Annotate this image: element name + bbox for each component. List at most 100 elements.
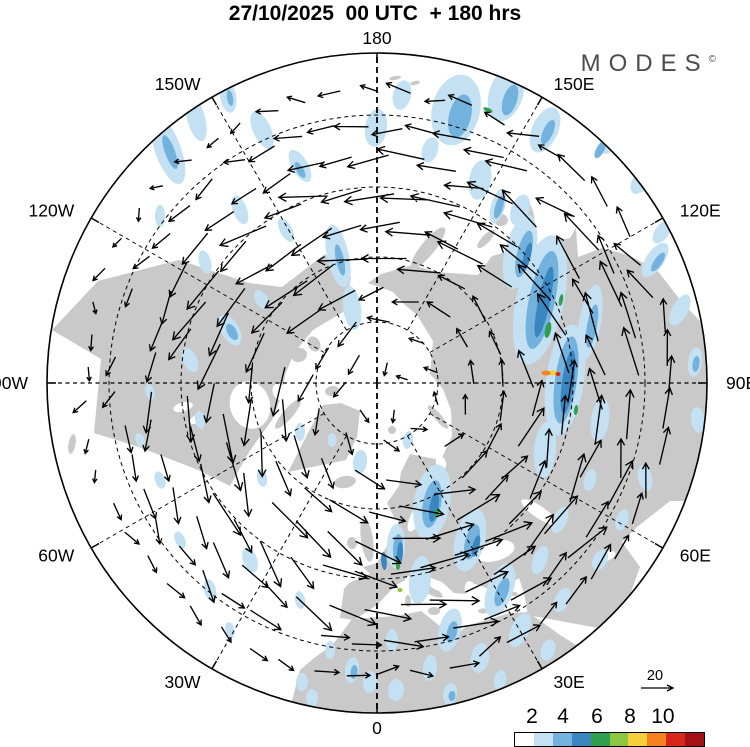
rim-tick — [211, 660, 218, 670]
shade-patch — [277, 218, 295, 242]
shade-patch — [544, 322, 552, 338]
shade-patch — [295, 423, 305, 441]
shade-patch — [669, 294, 691, 326]
legend-tick-label: 4 — [557, 705, 569, 728]
rim-tick — [654, 217, 664, 224]
color-scale-legend — [514, 732, 705, 747]
shade-patch — [408, 556, 432, 604]
shade-patch — [342, 286, 362, 330]
island-shape — [291, 347, 307, 363]
rim-tick — [536, 660, 543, 670]
reference-arrow-glyph — [641, 684, 675, 692]
lake-shape — [464, 581, 478, 601]
legend-tick-labels: 2 4 6 8 10 — [514, 705, 703, 729]
wind-arrows — [72, 81, 676, 679]
shade-patch — [471, 535, 481, 557]
rim-tick — [654, 542, 664, 549]
meridian-label: 90W — [0, 373, 28, 393]
shade-patch — [421, 137, 439, 163]
shade-patch — [590, 398, 610, 442]
shade-patch — [296, 673, 308, 691]
shade-patch — [145, 384, 155, 400]
shade-patch — [690, 407, 706, 433]
shade-patch — [493, 195, 505, 219]
shade-patch — [555, 371, 561, 377]
shade-patch — [402, 431, 414, 449]
shade-patch — [551, 506, 569, 534]
shade-patch — [501, 84, 519, 116]
shade-patch — [531, 545, 549, 575]
legend-tick-label: 2 — [526, 705, 538, 728]
legend-color-segment — [533, 733, 553, 746]
legend-tick-label: 6 — [591, 705, 603, 728]
shade-patch — [448, 94, 472, 138]
island-shape — [307, 336, 321, 352]
meridian-label: 180 — [362, 28, 391, 48]
rim-tick — [536, 96, 543, 106]
latitude-circle — [108, 114, 646, 652]
shade-patch — [573, 405, 579, 415]
meridian-label: 150E — [554, 74, 595, 94]
shade-patch — [306, 689, 318, 707]
shade-patch — [362, 671, 378, 693]
island-shape — [388, 426, 396, 434]
rim-tick — [211, 96, 218, 106]
shade-patch — [540, 639, 556, 661]
shade-patch — [198, 250, 212, 274]
shade-patch — [594, 141, 606, 159]
shade-patch — [387, 679, 405, 701]
meridian-label: 120E — [680, 201, 721, 221]
meridian-label: 60W — [38, 546, 74, 566]
legend-color-segment — [666, 733, 686, 746]
shade-patch — [553, 587, 571, 613]
shade-patch — [637, 465, 653, 491]
shade-patch — [533, 422, 557, 478]
shade-patch — [194, 411, 206, 429]
shade-patch — [352, 450, 368, 474]
legend-color-segment — [515, 733, 534, 746]
lake-shape — [521, 499, 557, 525]
shade-patch — [294, 162, 306, 178]
island-shape — [325, 385, 339, 397]
shade-patch — [254, 290, 270, 310]
shade-patch — [162, 134, 178, 170]
island-shape — [477, 229, 495, 249]
meridian-label: 90E — [726, 373, 750, 393]
island-shape — [274, 399, 302, 429]
modes-logo: MODES© — [581, 50, 716, 78]
shade-patch — [397, 588, 403, 592]
shade-patch — [364, 109, 388, 147]
meridian-label: 30W — [165, 672, 201, 692]
legend-color-segment — [552, 733, 572, 746]
shade-patch — [494, 577, 510, 607]
legend-color-segment — [571, 733, 591, 746]
shade-patch — [135, 433, 145, 447]
rim-tick — [90, 217, 100, 224]
plot-title: 27/10/2025 00 UTC + 180 hrs — [228, 2, 522, 25]
shade-patch — [250, 111, 274, 149]
shade-patch — [493, 670, 507, 690]
island-shape — [360, 518, 374, 562]
shade-patch — [327, 433, 337, 447]
lake-shape — [272, 383, 288, 401]
legend-color-segment — [647, 733, 667, 746]
island-shape — [68, 434, 76, 454]
shade-patch — [385, 629, 399, 651]
meridian-label: 120W — [29, 201, 75, 221]
reference-arrow: 20 — [641, 668, 675, 692]
island-shape — [427, 405, 449, 429]
rim-tick — [90, 542, 100, 549]
legend-color-segment — [685, 733, 705, 746]
legend-color-segment — [590, 733, 610, 746]
legend-color-segment — [609, 733, 629, 746]
shade-patch — [483, 107, 493, 113]
reference-arrow-label: 20 — [647, 668, 663, 684]
land-north-america — [52, 254, 351, 486]
shade-patch — [231, 195, 249, 225]
shade-patch — [558, 294, 564, 306]
shade-patch — [541, 119, 555, 145]
shade-patch — [174, 531, 186, 549]
